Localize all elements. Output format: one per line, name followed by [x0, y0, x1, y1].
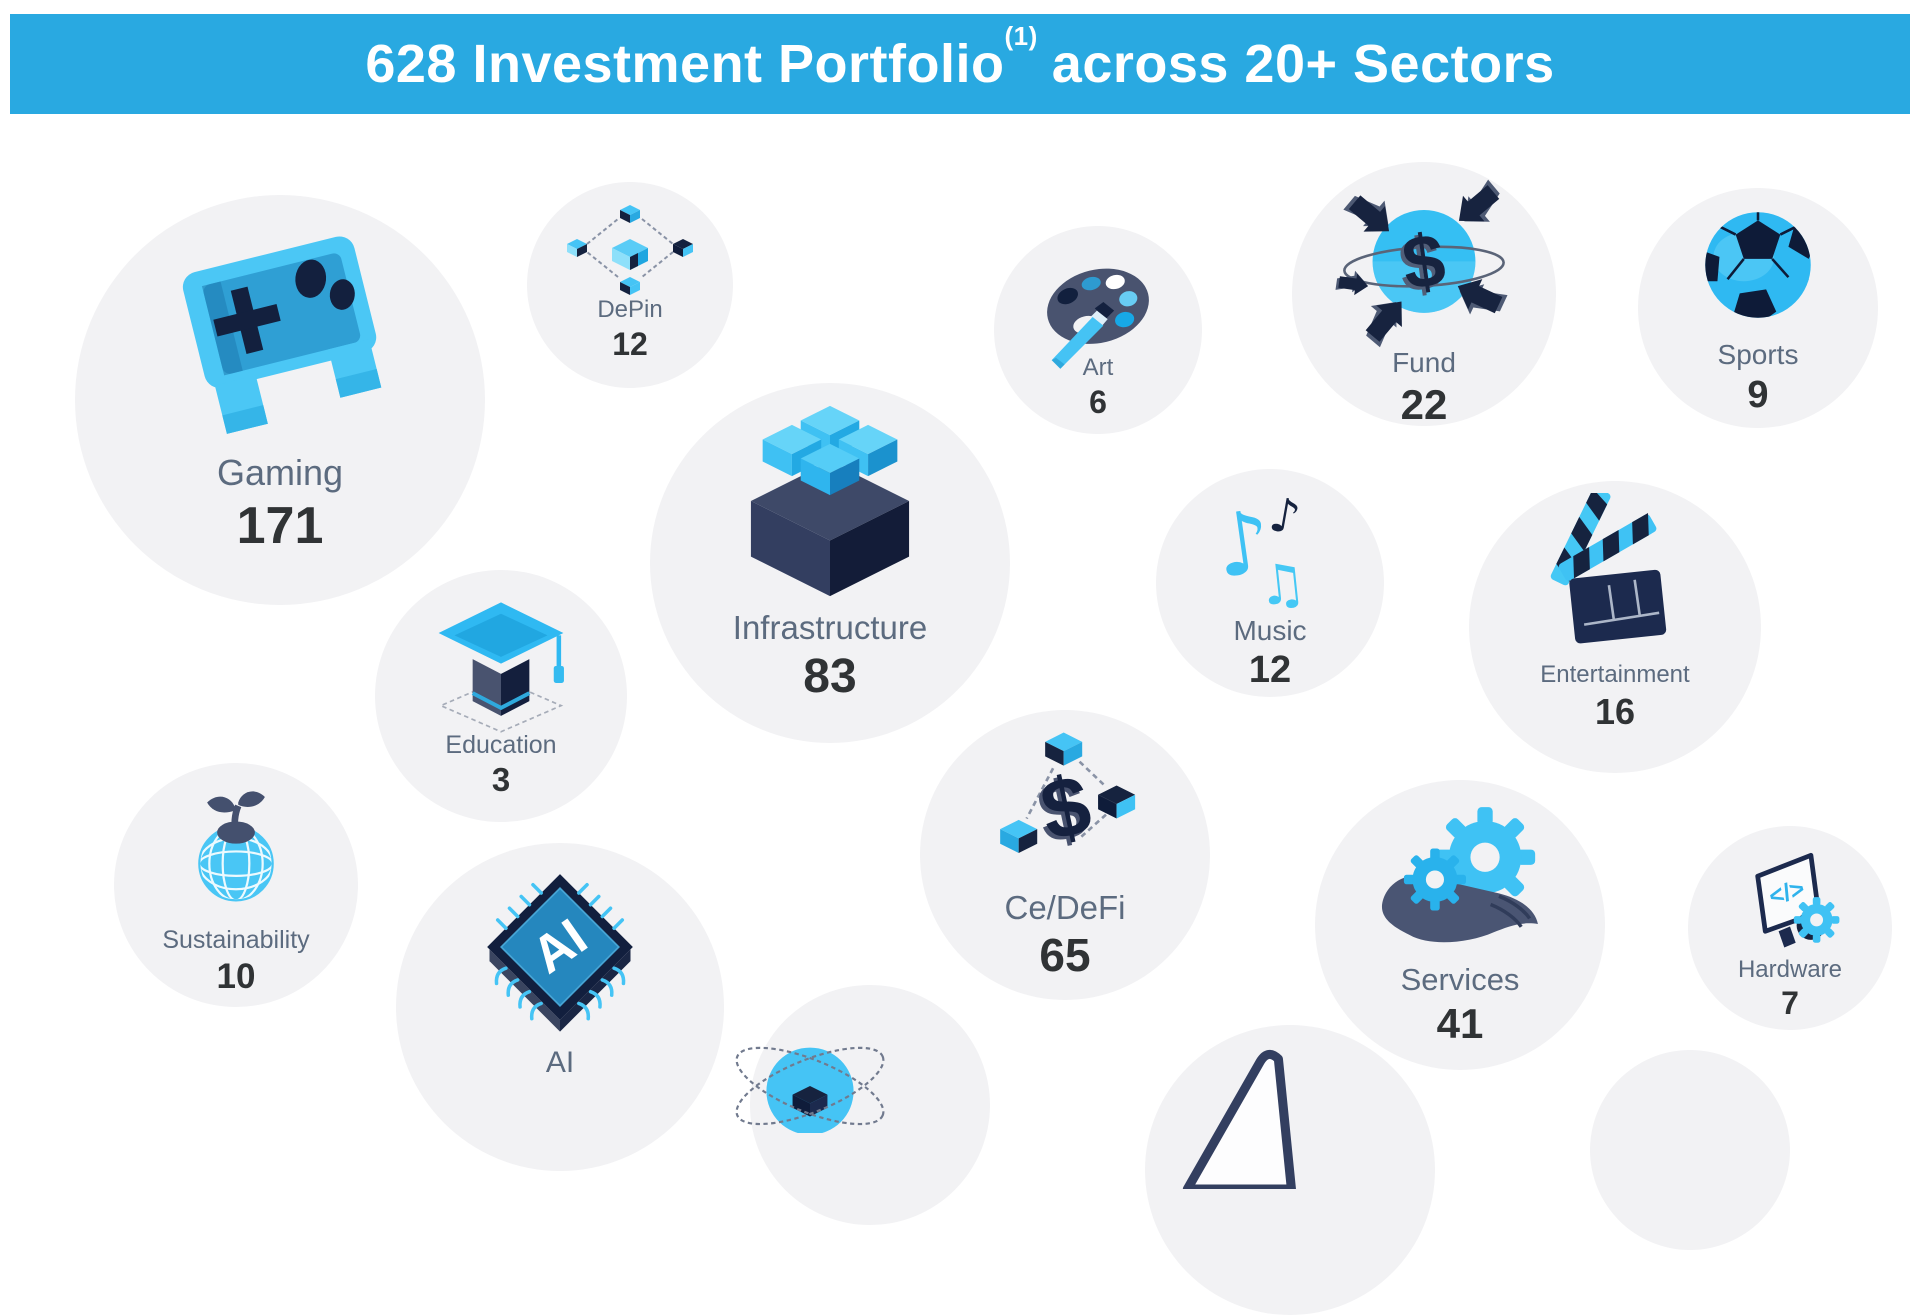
sector-count: 12: [1248, 649, 1292, 692]
sector-bubble-services: Services 41: [1315, 780, 1605, 1070]
sector-bubble-cedefi: $ $ Ce/DeFi 65: [920, 710, 1210, 1000]
sector-count: 65: [1039, 928, 1091, 981]
dollar-cubes-icon: $ $: [1000, 732, 1136, 862]
page-title: 628 Investment Portfolio(1) across 20+ Se…: [365, 21, 1555, 95]
sector-count: 12: [612, 326, 648, 363]
sector-label: Ce/DeFi: [1004, 888, 1126, 926]
sector-count: 16: [1594, 690, 1636, 732]
sector-bubble-music: ♪ ♪ ♫ Music 12: [1156, 469, 1384, 697]
atom-orbit-icon: [735, 1046, 885, 1133]
sector-count: 6: [1089, 383, 1107, 420]
sector-bubble-infrastructure: Infrastructure 83: [650, 383, 1010, 743]
sector-count: 22: [1400, 381, 1448, 429]
sector-bubble-hardware: </> Hardware 7: [1688, 826, 1892, 1030]
sector-count: 10: [216, 957, 256, 997]
title-text-suffix: across 20+ Sectors: [1051, 34, 1555, 94]
sector-label: Music: [1233, 614, 1307, 646]
ai-chip-icon: AI: [487, 874, 633, 1032]
sector-bubble-depin: DePin 12: [527, 182, 733, 388]
sector-label: Sports: [1717, 339, 1799, 371]
sector-label: Art: [1082, 353, 1114, 381]
svg-text:♪: ♪: [1265, 487, 1304, 546]
sector-bubble-sports: Sports 9: [1638, 188, 1878, 428]
palette-icon: [1047, 268, 1149, 369]
partial-bubble-atom: [735, 985, 990, 1225]
globe-sprout-icon: [198, 791, 274, 902]
sector-label: Hardware: [1737, 955, 1843, 983]
partial-bubble-monitor: [1145, 1025, 1435, 1315]
title-banner: 628 Investment Portfolio(1) across 20+ Se…: [10, 14, 1910, 114]
sector-label: Education: [445, 731, 557, 760]
sector-bubble-entertainment: Entertainment 16: [1469, 481, 1761, 773]
sector-label: DePin: [597, 296, 663, 324]
sector-label: Sustainability: [162, 926, 310, 955]
sector-count: 3: [491, 761, 511, 799]
sector-label: Infrastructure: [732, 608, 928, 646]
sector-bubble-education: Education 3: [375, 570, 627, 822]
sector-count: 7: [1781, 985, 1799, 1022]
sector-bubble-fund: $ $ Fund 22: [1292, 162, 1556, 429]
sector-bubble-sustainability: Sustainability 10: [114, 763, 358, 1007]
sector-count: 9: [1747, 373, 1769, 416]
partial-bubble-bottom-right: [1590, 1050, 1790, 1250]
building-blocks-icon: [750, 405, 910, 597]
graduation-cap-icon: [438, 602, 564, 733]
dollar-orbit-icon: $ $: [1335, 179, 1508, 348]
sector-bubble-art: Art 6: [994, 226, 1202, 434]
sector-count: 83: [803, 649, 857, 703]
sector-label: Services: [1400, 961, 1520, 997]
title-text-main: 628 Investment Portfolio: [365, 34, 1005, 94]
sector-label: Fund: [1392, 346, 1456, 378]
footnote-marker: (1): [1004, 21, 1038, 51]
sector-count: 171: [236, 496, 324, 555]
sector-label: Entertainment: [1540, 661, 1690, 689]
sector-label: Gaming: [216, 452, 344, 494]
clapperboard-icon: [1550, 493, 1667, 644]
sector-bubble-ai: AI AI: [396, 843, 724, 1171]
sector-count: 41: [1436, 1000, 1484, 1048]
svg-text:♫: ♫: [1254, 550, 1310, 610]
gamepad-icon: [182, 236, 382, 434]
monitor-code-icon: </>: [1755, 852, 1840, 948]
sector-label: AI: [545, 1046, 575, 1080]
soccer-ball-icon: [1705, 212, 1811, 318]
monitor-corner-icon: [1182, 1049, 1296, 1189]
hand-gears-icon: [1381, 807, 1538, 943]
music-notes-icon: ♪ ♪ ♫: [1216, 487, 1310, 610]
sector-bubble-gaming: Gaming 171: [75, 195, 485, 605]
cube-network-icon: [567, 205, 693, 295]
